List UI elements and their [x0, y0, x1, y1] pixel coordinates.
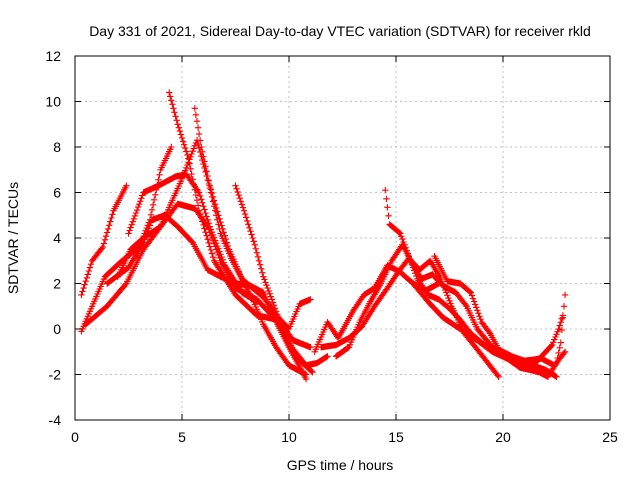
series-track-6 — [125, 171, 261, 305]
data-markers — [232, 182, 331, 369]
grid — [75, 56, 610, 420]
chart-title: Day 331 of 2021, Sidereal Day-to-day VTE… — [89, 23, 591, 39]
y-tick-label: 4 — [53, 230, 61, 246]
y-tick-label: 2 — [53, 276, 61, 292]
x-tick-label: 20 — [495, 429, 511, 445]
tick-labels: 0 5 10 15 20 25 -4 -2 0 2 4 6 8 10 12 — [45, 48, 618, 445]
series-track-15 — [431, 253, 567, 367]
data-markers — [431, 253, 567, 367]
series-track-1 — [78, 182, 130, 299]
x-axis-label: GPS time / hours — [287, 457, 394, 473]
y-tick-label: 6 — [53, 185, 61, 201]
x-tick-label: 10 — [281, 429, 297, 445]
series-track-8 — [191, 105, 310, 378]
data-layer — [78, 89, 569, 383]
axis-ticks — [74, 55, 611, 421]
series-track-9 — [232, 182, 331, 369]
y-tick-label: -4 — [49, 412, 62, 428]
y-tick-label: 10 — [45, 94, 61, 110]
x-tick-label: 25 — [602, 429, 618, 445]
x-tick-label: 5 — [178, 429, 186, 445]
series-track-14 — [409, 280, 569, 380]
data-markers — [191, 105, 310, 378]
y-tick-label: -2 — [49, 367, 62, 383]
y-tick-label: 12 — [45, 48, 61, 64]
y-axis-label: SDTVAR / TECUs — [5, 182, 21, 294]
data-markers — [409, 280, 569, 380]
data-markers — [125, 171, 261, 305]
data-markers — [78, 182, 130, 299]
y-tick-label: 0 — [53, 321, 61, 337]
y-tick-label: 8 — [53, 139, 61, 155]
x-tick-label: 0 — [71, 429, 79, 445]
x-tick-label: 15 — [388, 429, 404, 445]
